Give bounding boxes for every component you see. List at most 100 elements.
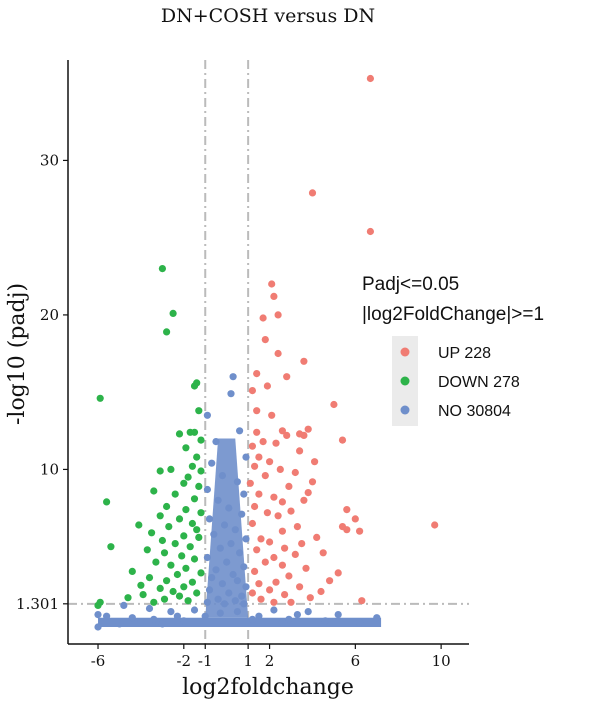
point-up-33 [291,468,299,477]
point-up-64 [270,553,278,562]
point-up-81 [358,597,366,605]
point-no-43 [128,614,136,622]
point-down-57 [193,589,201,597]
point-down-46 [182,564,190,572]
point-down-17 [184,473,192,481]
point-up-7 [261,336,269,344]
point-no-66 [293,611,301,619]
point-up-75 [266,586,274,594]
point-no-56 [356,618,364,627]
point-up-15 [253,407,261,415]
point-no-60 [158,620,166,628]
point-no-51 [270,606,278,614]
point-no-30 [242,583,250,591]
point-up-25 [272,439,280,447]
point-down-10 [197,436,205,444]
point-up-51 [293,523,301,531]
point-up-1 [308,189,317,197]
point-down-36 [158,536,166,545]
point-no-24 [240,563,248,571]
point-no-42 [120,601,128,610]
point-down-16 [197,467,205,475]
point-down-61 [160,595,169,603]
point-up-45 [287,507,295,515]
point-up-63 [291,550,299,559]
point-no-45 [150,615,158,623]
point-down-13 [188,462,196,470]
x-tick-label-2: -1 [198,652,213,670]
point-no-50 [255,612,263,620]
point-up-65 [261,558,269,566]
point-up-78 [281,591,289,599]
point-up-42 [278,498,286,506]
point-up-61 [253,546,261,554]
legend-key-up [400,347,410,357]
point-up-5 [274,311,282,319]
point-up-23 [338,436,347,444]
point-down-14 [167,465,175,473]
point-up-72 [272,578,280,586]
point-up-80 [257,595,265,603]
point-no-27 [208,574,216,582]
point-no-10 [240,490,248,498]
point-no-19 [227,540,235,548]
point-up-36 [246,479,254,487]
point-up-16 [268,411,276,419]
legend-title-line-2: |log2FoldChange|>=1 [362,304,544,325]
x-tick-label-1: -2 [176,652,191,670]
y-tick-label-2: 20 [40,306,59,324]
point-no-33 [238,592,246,600]
point-no-26 [229,570,237,579]
point-no-41 [103,612,111,620]
point-up-27 [296,447,304,455]
point-up-62 [319,549,327,557]
point-up-54 [356,527,364,535]
x-tick-label-6: 10 [432,652,451,670]
point-down-38 [186,543,194,551]
point-no-58 [115,620,124,628]
point-up-24 [259,438,267,446]
point-up-34 [261,472,269,480]
y-tick-label-3: 30 [40,151,59,169]
point-no-62 [233,608,241,616]
point-up-55 [278,527,286,535]
point-up-82 [287,598,295,606]
chart-title: DN+COSH versus DN [161,5,375,27]
point-down-21 [171,490,179,498]
point-no-12 [225,504,233,512]
point-up-49 [431,521,439,529]
point-up-56 [313,533,321,542]
point-no-2 [229,373,237,381]
point-down-33 [148,529,156,537]
point-up-2 [366,227,374,236]
point-down-45 [167,561,175,569]
point-down-28 [175,515,184,523]
legend-key-no [400,405,410,415]
point-down-54 [180,583,188,591]
point-down-11 [182,444,190,452]
point-up-41 [300,496,308,504]
point-up-6 [259,314,267,322]
point-up-68 [251,567,259,576]
point-up-77 [248,589,256,597]
point-down-58 [139,591,147,599]
point-down-6 [195,407,203,415]
x-tick-label-3: 1 [243,652,253,670]
point-down-34 [180,532,188,540]
point-up-44 [343,506,351,514]
point-up-29 [266,458,274,466]
point-up-32 [276,465,284,473]
point-down-29 [188,519,196,528]
point-down-35 [195,533,203,542]
baseline-cloud [98,617,382,628]
legend-label-up: UP 228 [438,345,491,362]
point-down-49 [173,570,181,579]
point-down-64 [150,598,158,606]
point-up-83 [270,598,278,606]
point-up-0 [366,74,374,83]
y-tick-label-0: 1.301 [16,595,59,613]
x-axis-ticks: -6 -2 -1 1 2 6 10 [91,644,451,670]
point-up-40 [270,493,278,501]
x-tick-label-0: -6 [91,652,106,670]
